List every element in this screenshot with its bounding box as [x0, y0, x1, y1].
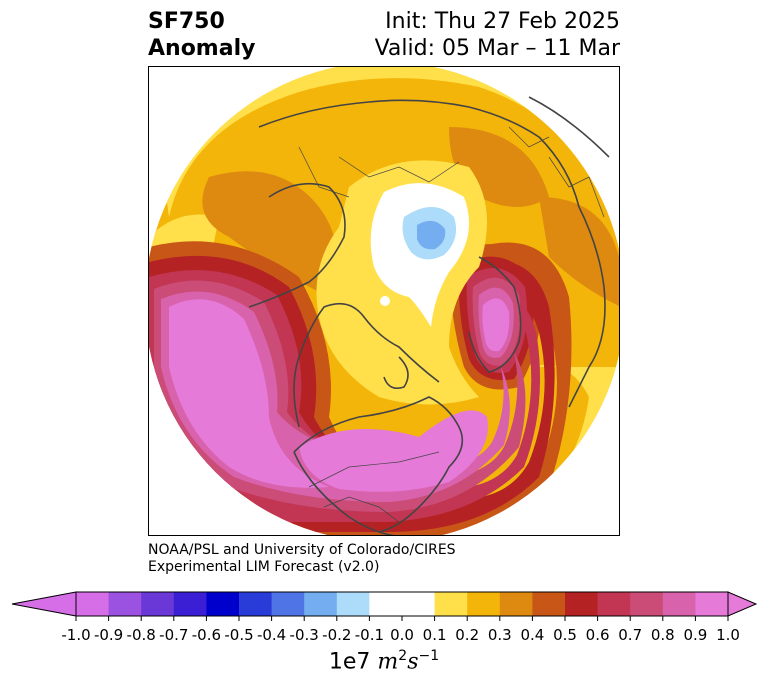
- colorbar-tick-label: 0.3: [487, 626, 512, 644]
- polar-map: [148, 66, 620, 536]
- date-titles: Init: Thu 27 Feb 2025 Valid: 05 Mar – 11…: [375, 8, 620, 62]
- colorbar-bin: [662, 592, 696, 616]
- colorbar-tick-label: 0.7: [618, 626, 643, 644]
- units-m-exp: 2: [398, 648, 408, 664]
- colorbar-bin: [467, 592, 501, 616]
- anomaly-field: [149, 67, 619, 535]
- border-middle-east: [508, 126, 550, 148]
- colorbar-bin: [402, 592, 436, 616]
- colorbar-bin: [239, 592, 273, 616]
- colorbar-bin: [369, 592, 403, 616]
- field-magenta-america: [299, 410, 488, 492]
- colorbar-tick-label: -0.8: [126, 626, 156, 644]
- colorbar-tick-label: -0.9: [93, 626, 124, 644]
- colorbar-tick-label: 0.1: [422, 626, 447, 644]
- field-orange-east: [539, 197, 619, 307]
- units-s-exp: −1: [418, 648, 440, 664]
- colorbar-tick-label: -0.3: [289, 626, 319, 644]
- colorbar-tick-label: -0.2: [322, 626, 352, 644]
- colorbar-bin: [434, 592, 468, 616]
- colorbar-tick-label: 0.4: [520, 626, 545, 644]
- field-blue-pole: [417, 220, 446, 250]
- field-magenta-atlantic: [482, 298, 510, 352]
- coast-europe: [568, 206, 606, 408]
- colorbar-tick-label: 0.9: [683, 626, 708, 644]
- colorbar-tick-label: 0.0: [390, 626, 414, 644]
- colorbar-over-arrow: [727, 591, 758, 617]
- border-china: [298, 146, 350, 198]
- colorbar-bin: [565, 592, 599, 616]
- credit-text: NOAA/PSL and University of Colorado/CIRE…: [148, 542, 456, 576]
- anomaly-title: Anomaly: [148, 36, 256, 61]
- credit-line-2: Experimental LIM Forecast (v2.0): [148, 559, 380, 575]
- colorbar-bin: [597, 592, 631, 616]
- field-magenta-pacific: [169, 299, 329, 488]
- colorbar-tick-label: 1.0: [716, 626, 740, 644]
- colorbar-bin: [76, 592, 110, 616]
- colorbar-tick-label: -0.6: [191, 626, 222, 644]
- coast-africa-north: [528, 96, 610, 158]
- colorbar-bin: [695, 592, 729, 616]
- credit-line-1: NOAA/PSL and University of Colorado/CIRE…: [148, 542, 456, 558]
- border-us-states: [323, 496, 400, 523]
- colorbar-bin: [630, 592, 664, 616]
- border-us-canada: [308, 451, 440, 488]
- colorbar-bin: [499, 592, 533, 616]
- units-s: s: [407, 649, 419, 675]
- valid-date: Valid: 05 Mar – 11 Mar: [374, 36, 620, 61]
- colorbar-bin: [108, 592, 142, 616]
- colorbar-tick-label: 0.2: [455, 626, 480, 644]
- colorbar-tick-label: 0.6: [585, 626, 610, 644]
- coastlines: [248, 96, 610, 535]
- colorbar-bin: [304, 592, 338, 616]
- colorbar-bin: [271, 592, 305, 616]
- map-svg: [149, 67, 619, 535]
- colorbar-tick-label: -0.7: [159, 626, 189, 644]
- colorbar-tick-label: -0.1: [354, 626, 385, 644]
- colorbar-under-arrow: [11, 591, 77, 617]
- colorbar-svg: [11, 591, 758, 621]
- pole-dot: [380, 296, 390, 306]
- colorbar-units: 1e7 m2s−1: [10, 648, 758, 674]
- coast-north-america-east: [293, 396, 464, 533]
- coast-canada: [293, 302, 440, 428]
- colorbar-tick-label: -1.0: [61, 626, 91, 644]
- border-russia: [338, 156, 460, 183]
- colorbar-tick-label: 0.8: [650, 626, 675, 644]
- colorbar-bin: [532, 592, 566, 616]
- units-prefix: 1e7: [328, 649, 378, 675]
- coast-north-america-south: [293, 451, 395, 535]
- colorbar-bin: [206, 592, 240, 616]
- coast-hudson-bay: [383, 356, 409, 390]
- chart-title: SF750 Anomaly: [148, 8, 255, 62]
- units-m: m: [377, 649, 399, 675]
- border-europe: [548, 156, 605, 218]
- coast-east-asia: [248, 182, 346, 308]
- borders: [298, 126, 605, 523]
- field-orange-west: [202, 171, 337, 297]
- coast-greenland: [468, 256, 522, 373]
- colorbar-bin: [173, 592, 207, 616]
- colorbar-bin: [336, 592, 370, 616]
- colorbar: -1.0 -0.9 -0.8 -0.7 -0.6 -0.5 -0.4 -0.3 -0.2 -0.1…: [10, 588, 758, 684]
- colorbar-tick-label: 0.5: [553, 626, 577, 644]
- init-date: Init: Thu 27 Feb 2025: [385, 9, 620, 34]
- coast-eurasia-north: [258, 99, 580, 208]
- variable-title: SF750: [148, 9, 225, 34]
- colorbar-tick-label: -0.5: [224, 626, 254, 644]
- colorbar-bin: [141, 592, 175, 616]
- colorbar-tick-label: -0.4: [256, 626, 287, 644]
